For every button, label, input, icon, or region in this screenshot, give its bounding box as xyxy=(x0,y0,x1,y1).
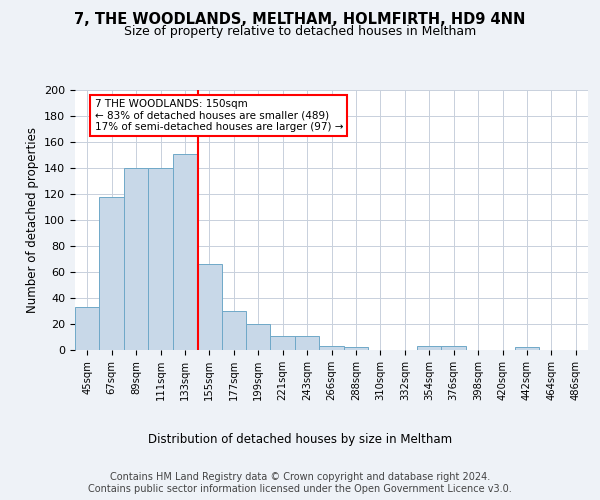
Bar xyxy=(173,154,197,350)
Bar xyxy=(75,307,100,350)
Bar xyxy=(442,346,466,350)
Bar xyxy=(197,264,221,350)
Bar xyxy=(344,348,368,350)
Bar xyxy=(221,311,246,350)
Text: 7 THE WOODLANDS: 150sqm
← 83% of detached houses are smaller (489)
17% of semi-d: 7 THE WOODLANDS: 150sqm ← 83% of detache… xyxy=(95,99,343,132)
Text: Distribution of detached houses by size in Meltham: Distribution of detached houses by size … xyxy=(148,432,452,446)
Bar xyxy=(100,196,124,350)
Y-axis label: Number of detached properties: Number of detached properties xyxy=(26,127,38,313)
Bar xyxy=(271,336,295,350)
Text: Size of property relative to detached houses in Meltham: Size of property relative to detached ho… xyxy=(124,25,476,38)
Text: Contains HM Land Registry data © Crown copyright and database right 2024.
Contai: Contains HM Land Registry data © Crown c… xyxy=(88,472,512,494)
Text: 7, THE WOODLANDS, MELTHAM, HOLMFIRTH, HD9 4NN: 7, THE WOODLANDS, MELTHAM, HOLMFIRTH, HD… xyxy=(74,12,526,28)
Bar xyxy=(319,346,344,350)
Bar xyxy=(515,348,539,350)
Bar xyxy=(295,336,319,350)
Bar xyxy=(124,168,148,350)
Bar xyxy=(246,324,271,350)
Bar xyxy=(417,346,442,350)
Bar xyxy=(148,168,173,350)
